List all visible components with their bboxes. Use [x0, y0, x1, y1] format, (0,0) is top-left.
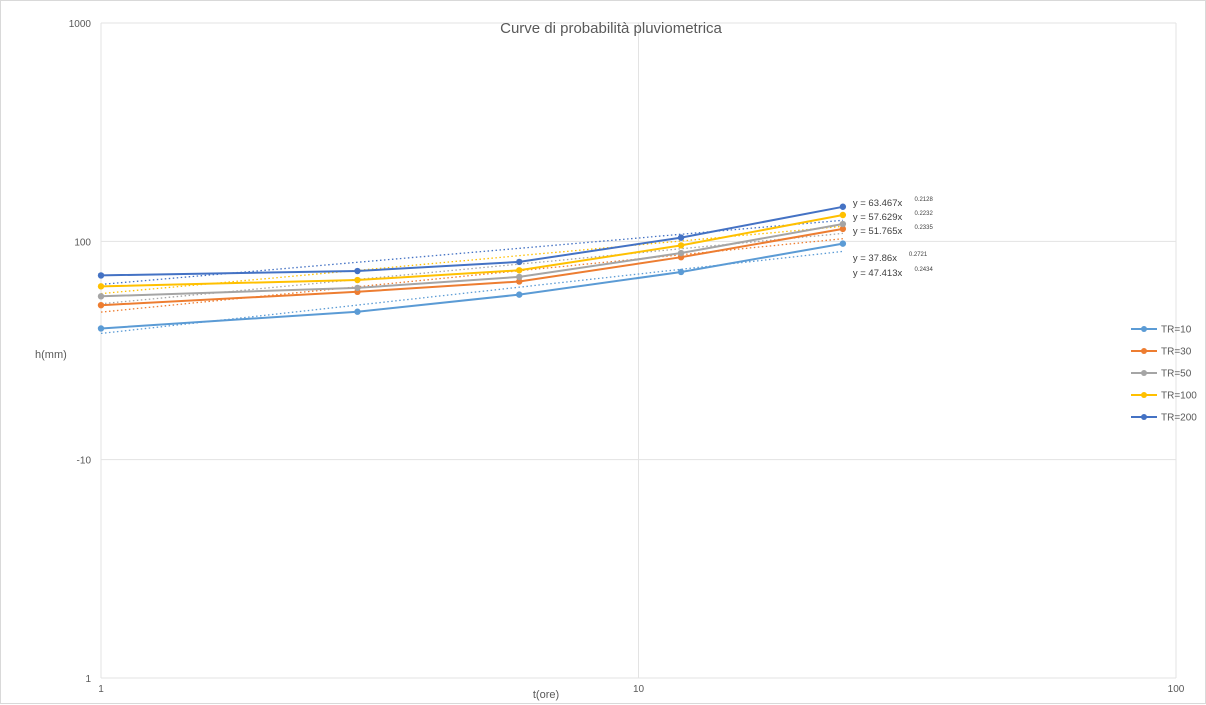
legend-label: TR=10 [1161, 325, 1192, 336]
trendline-layer [100, 219, 843, 335]
data-point [97, 301, 105, 309]
trendline-equation: y = 51.765x [853, 226, 903, 237]
legend-marker [1141, 370, 1147, 376]
data-point [97, 272, 105, 279]
data-point [677, 249, 685, 257]
data-point [516, 278, 523, 285]
x-axis-label: t(ore) [533, 689, 559, 701]
equation-layer: y = 63.467x 0.2128 y = 57.629x 0.2232 y = 51… [853, 197, 934, 279]
legend-label: TR=30 [1161, 347, 1192, 358]
y-tick-label: 100 [74, 237, 91, 248]
data-point [677, 242, 685, 249]
data-point [839, 240, 847, 247]
trendline-exponent: 0.2721 [909, 252, 928, 258]
trendline [100, 238, 843, 313]
legend-label: TR=100 [1161, 391, 1197, 402]
trendline-exponent: 0.2335 [914, 225, 933, 231]
data-point [677, 268, 685, 276]
series-line [100, 242, 844, 330]
data-point [97, 325, 105, 332]
trendline-equation: y = 57.629x [853, 212, 903, 223]
data-point [516, 273, 523, 281]
trendline-exponent: 0.2128 [914, 197, 933, 203]
y-tick-label: 1 [85, 674, 91, 685]
trendline-equation: y = 63.467x [853, 198, 903, 209]
x-tick-label: 10 [633, 684, 645, 695]
data-point [839, 211, 847, 219]
legend-marker [1141, 414, 1147, 420]
chart-title: Curve di probabilità pluviometrica [500, 20, 722, 37]
legend: TR=10 TR=30 TR=50 TR=100 TR=200 [1131, 325, 1197, 424]
grid-layer [100, 22, 1177, 679]
series-layer [97, 203, 847, 332]
trendline-equation: y = 37.86x [853, 253, 897, 264]
data-point [839, 225, 847, 233]
x-tick-label: 1 [98, 684, 104, 695]
data-point [354, 267, 361, 275]
data-point [516, 291, 523, 298]
data-point [516, 267, 523, 274]
data-point [354, 276, 361, 284]
legend-marker [1141, 326, 1147, 332]
legend-marker [1141, 392, 1147, 398]
data-point [354, 284, 361, 292]
trendline-exponent: 0.2232 [914, 211, 933, 217]
legend-label: TR=200 [1161, 413, 1197, 424]
tick-layer: 1 10 100 1 -10 100 1000 [69, 19, 1185, 695]
data-point [97, 283, 105, 290]
y-axis-label: h(mm) [35, 349, 67, 361]
data-point [677, 234, 685, 241]
y-tick-label: 1000 [69, 19, 92, 30]
legend-label: TR=50 [1161, 369, 1192, 380]
legend-marker [1141, 348, 1147, 354]
trendline-equation: y = 47.413x [853, 268, 903, 279]
series-line [100, 227, 844, 307]
y-tick-label: -10 [77, 456, 92, 467]
trendline-exponent: 0.2434 [914, 267, 933, 273]
data-point [839, 203, 847, 210]
data-point [516, 258, 523, 266]
data-point [97, 293, 105, 300]
data-point [354, 308, 361, 315]
x-tick-label: 100 [1168, 684, 1185, 695]
data-point [839, 220, 847, 228]
